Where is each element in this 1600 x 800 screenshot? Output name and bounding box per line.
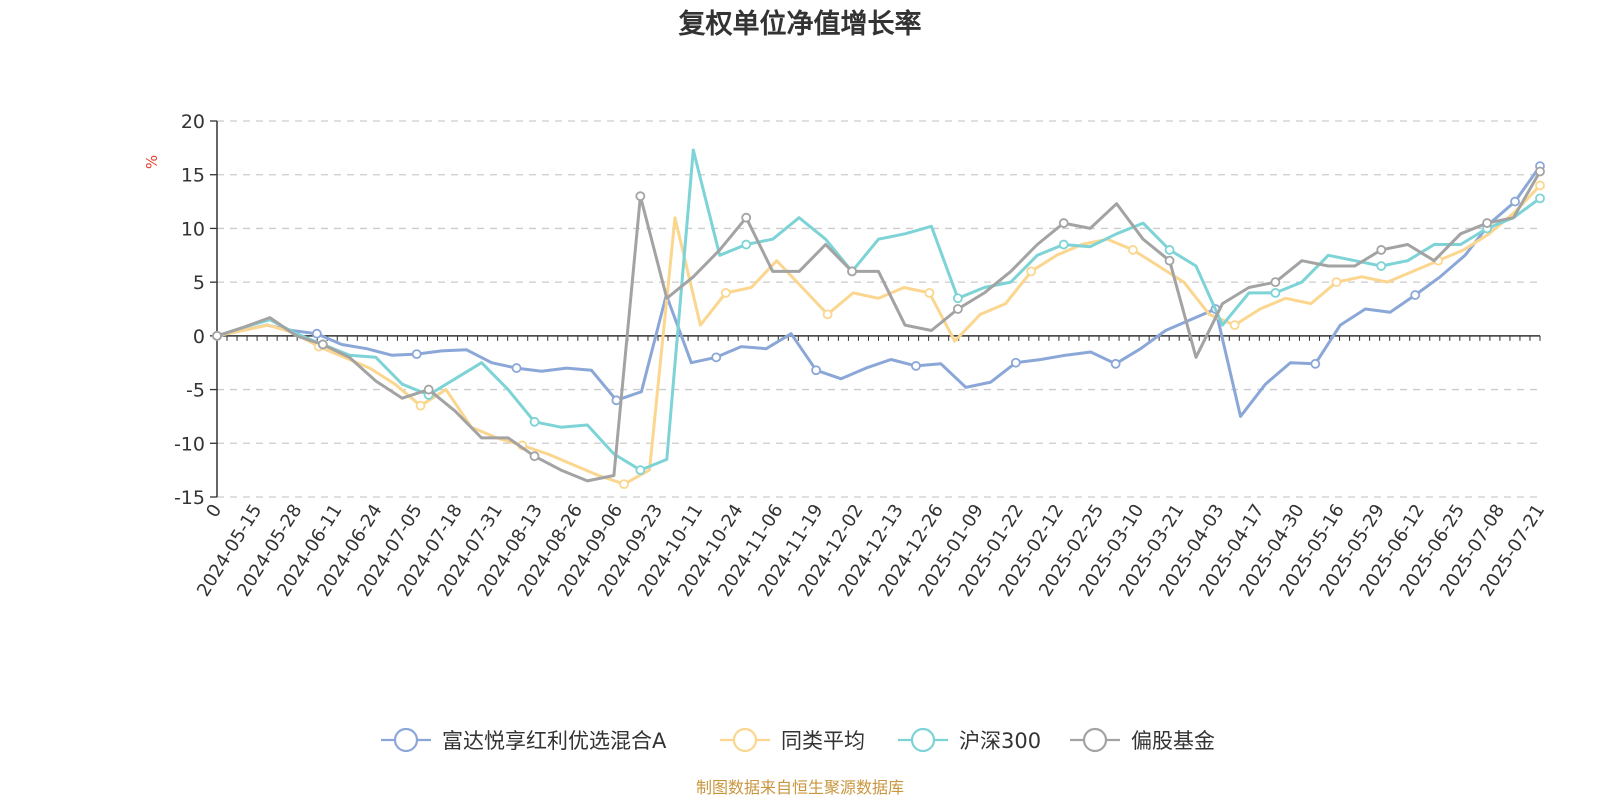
legend-item-1: 同类平均 [720, 727, 865, 753]
data-point [924, 287, 935, 298]
chart-title: 复权单位净值增长率 [679, 8, 922, 40]
data-point [1331, 277, 1342, 288]
data-point [1010, 357, 1021, 368]
data-point [411, 349, 422, 360]
series-line [215, 148, 1542, 472]
data-point [1128, 245, 1138, 255]
source-note: 制图数据来自恒生聚源数据库 [696, 778, 904, 797]
data-point [1110, 358, 1121, 369]
data-point [1535, 166, 1545, 177]
data-point [212, 330, 222, 341]
data-point [1410, 290, 1421, 300]
data-point [635, 191, 646, 202]
data-point [1270, 277, 1281, 288]
data-point [1510, 196, 1520, 207]
x-axis: 02024-05-152024-05-282024-06-112024-06-2… [193, 335, 1549, 600]
series-1 [212, 180, 1545, 490]
data-point [720, 287, 731, 298]
data-point [619, 479, 629, 490]
data-point [511, 363, 522, 373]
y-tick-label: -5 [186, 380, 205, 402]
y-axis: -15 -10 -5 0 5 10 15 20 [174, 111, 218, 509]
data-point [741, 212, 752, 223]
legend-label: 偏股基金 [1131, 729, 1215, 753]
data-point [1229, 320, 1240, 331]
y-tick-label: 10 [181, 218, 205, 240]
legend-label: 同类平均 [781, 729, 865, 753]
legend-item-2: 沪深300 [898, 727, 1041, 753]
data-point [952, 293, 963, 304]
data-point [1164, 245, 1175, 255]
data-point [635, 465, 646, 476]
x-tick-label: 0 [202, 501, 226, 522]
series-line [215, 164, 1542, 418]
data-point [1270, 287, 1281, 298]
series-line [215, 170, 1542, 483]
data-point [1535, 193, 1545, 204]
data-point [1058, 239, 1069, 250]
y-tick-label: 15 [181, 165, 205, 187]
legend-label: 富达悦享红利优选混合A [442, 729, 667, 753]
legend-marker [393, 727, 419, 753]
data-point [1058, 218, 1069, 228]
legend-marker [732, 727, 758, 753]
legend-item-0: 富达悦享红利优选混合A [381, 727, 667, 753]
y-tick-label: 5 [193, 272, 205, 294]
legend-marker [1082, 727, 1108, 753]
legend: 富达悦享红利优选混合A 同类平均 沪深300 偏股基金 [381, 727, 1215, 753]
data-point [811, 365, 821, 376]
data-point [1376, 261, 1387, 271]
data-point [317, 339, 328, 350]
data-point [847, 266, 857, 277]
data-point [415, 400, 426, 411]
data-point [1026, 266, 1037, 277]
data-point [822, 309, 833, 320]
data-point [741, 239, 752, 250]
series-layer [212, 148, 1545, 490]
y-tick-label: 20 [181, 111, 205, 133]
y-tick-label: 0 [193, 326, 205, 348]
series-0 [212, 161, 1545, 418]
data-point [423, 384, 434, 395]
y-tick-label: -15 [174, 487, 205, 509]
grid-lines [217, 120, 1540, 498]
data-point [1535, 180, 1545, 191]
data-point [1376, 245, 1387, 255]
data-point [529, 451, 540, 462]
data-point [311, 328, 322, 339]
legend-item-3: 偏股基金 [1070, 727, 1215, 753]
legend-marker [910, 727, 936, 753]
data-point [911, 361, 921, 371]
data-point [952, 304, 963, 314]
series-line [215, 184, 1542, 486]
data-point [1482, 218, 1492, 228]
y-tick-label: -10 [174, 433, 205, 455]
series-3 [212, 166, 1545, 483]
data-point [711, 352, 722, 363]
data-point [1310, 358, 1321, 369]
data-point [529, 416, 540, 427]
y-axis-label: % [143, 155, 161, 169]
series-2 [212, 148, 1545, 476]
data-point [611, 395, 622, 406]
data-point [1164, 255, 1175, 266]
legend-label: 沪深300 [959, 729, 1041, 753]
